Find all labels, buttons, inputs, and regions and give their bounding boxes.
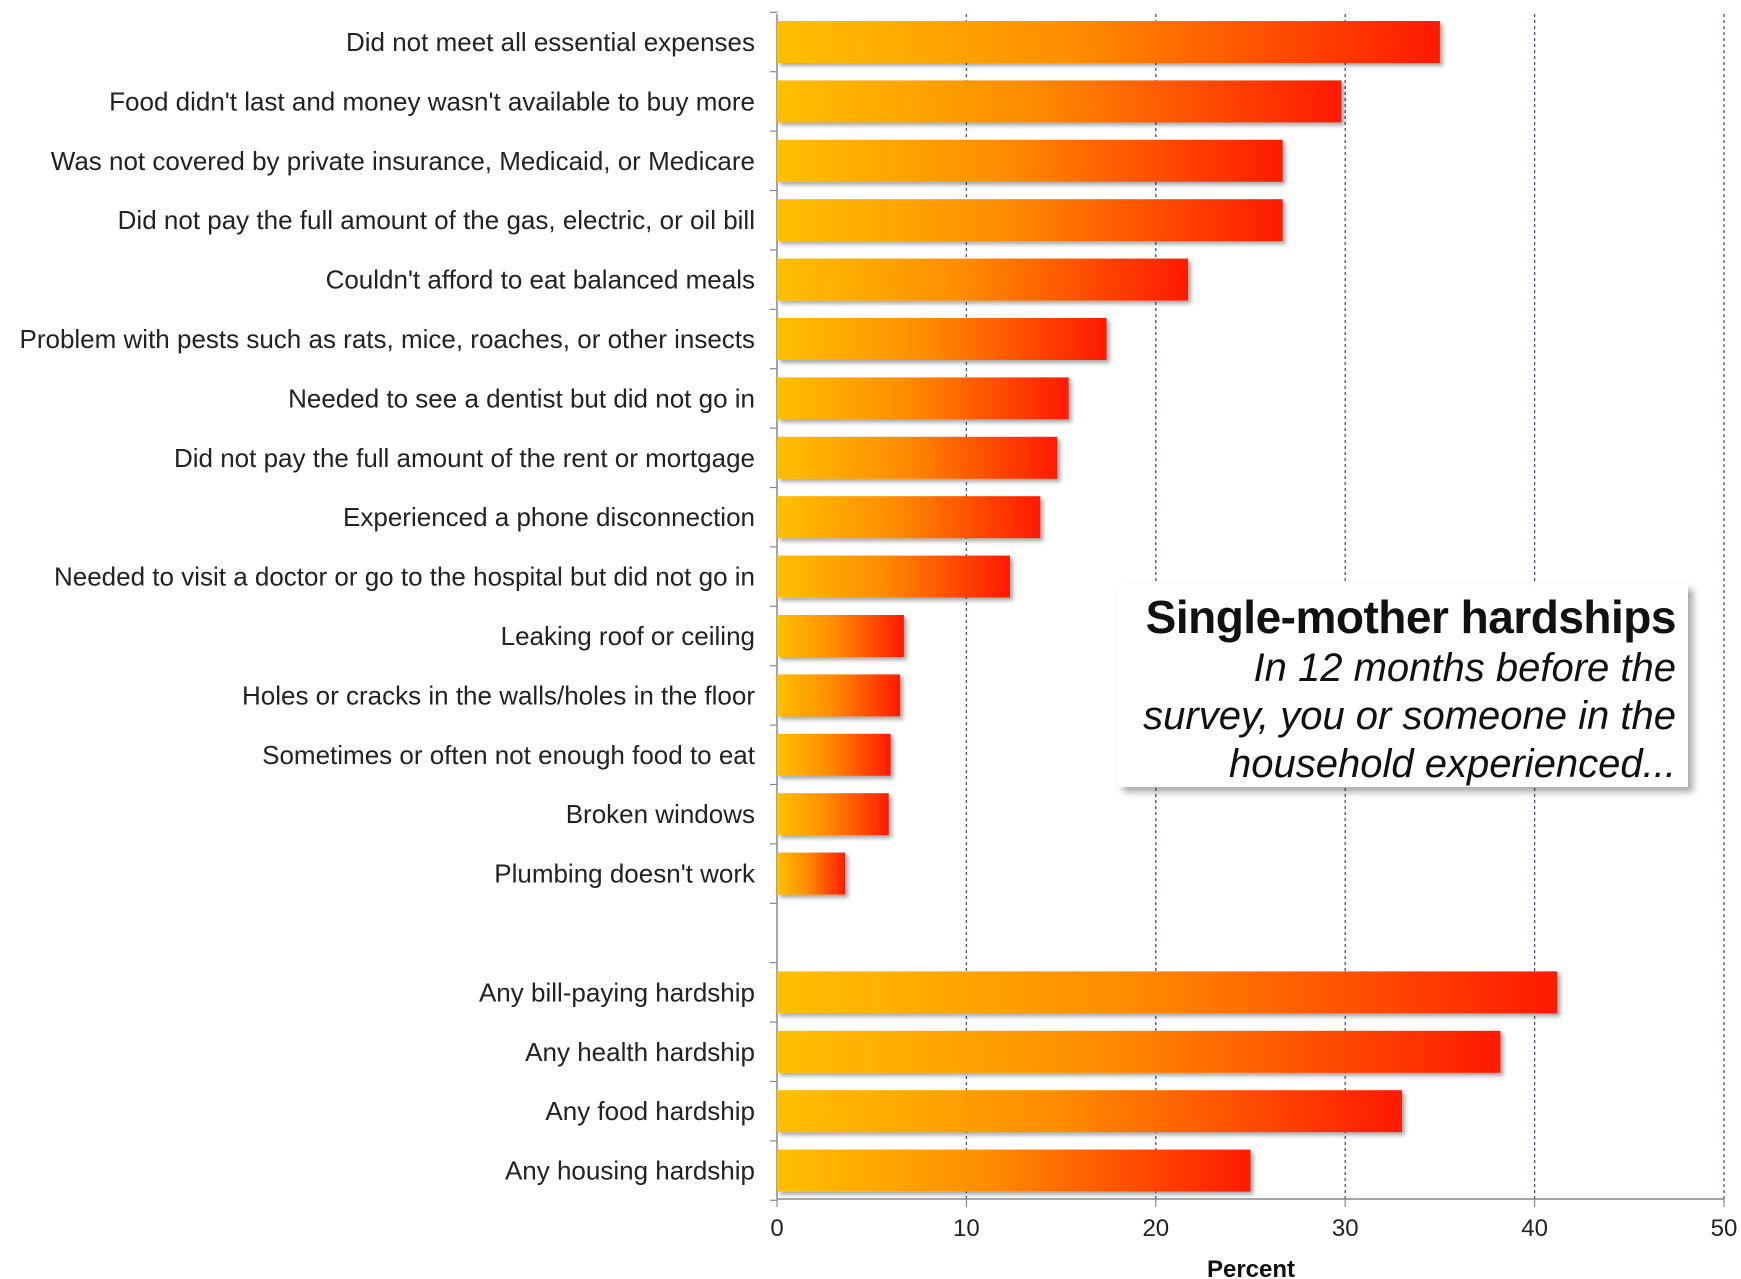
bar bbox=[777, 318, 1107, 360]
category-label: Was not covered by private insurance, Me… bbox=[51, 146, 755, 176]
x-tick-label-40: 40 bbox=[1521, 1215, 1548, 1242]
category-label: Did not meet all essential expenses bbox=[346, 27, 755, 57]
chart-title-callout: Single-mother hardships In 12 months bef… bbox=[1118, 584, 1688, 787]
category-label: Any food hardship bbox=[545, 1096, 755, 1126]
bar bbox=[777, 21, 1440, 63]
category-label: Broken windows bbox=[566, 799, 755, 829]
bar bbox=[777, 199, 1283, 242]
category-label: Any housing hardship bbox=[505, 1156, 755, 1186]
bar bbox=[777, 555, 1010, 598]
bar bbox=[777, 1149, 1251, 1192]
category-label: Sometimes or often not enough food to ea… bbox=[262, 740, 756, 770]
category-label: Couldn't afford to eat balanced meals bbox=[326, 265, 755, 295]
bar bbox=[777, 496, 1041, 539]
bar bbox=[777, 674, 901, 717]
category-label: Did not pay the full amount of the rent … bbox=[174, 443, 755, 473]
category-label: Food didn't last and money wasn't availa… bbox=[109, 86, 755, 116]
category-label: Problem with pests such as rats, mice, r… bbox=[19, 324, 755, 354]
bar bbox=[777, 733, 891, 776]
bar bbox=[777, 793, 889, 836]
bar bbox=[777, 436, 1058, 479]
bars bbox=[777, 21, 1558, 1192]
bar bbox=[777, 377, 1069, 420]
bar bbox=[777, 1090, 1403, 1133]
chart-title: Single-mother hardships bbox=[1145, 591, 1677, 643]
x-tick-label-0: 0 bbox=[770, 1215, 783, 1242]
bar bbox=[777, 615, 904, 657]
bar bbox=[777, 258, 1188, 301]
x-tick-labels: 0 10 20 30 40 50 bbox=[770, 1215, 1737, 1242]
x-tick-label-30: 30 bbox=[1332, 1215, 1359, 1242]
chart-subtitle: In 12 months before the survey, you or s… bbox=[1143, 646, 1676, 786]
category-label: Needed to visit a doctor or go to the ho… bbox=[54, 562, 755, 592]
category-label: Any health hardship bbox=[525, 1037, 755, 1067]
bar bbox=[777, 971, 1558, 1014]
bar bbox=[777, 852, 846, 895]
category-label: Needed to see a dentist but did not go i… bbox=[288, 383, 755, 413]
bar bbox=[777, 1030, 1501, 1073]
x-tick-label-50: 50 bbox=[1711, 1215, 1738, 1242]
bar bbox=[777, 139, 1283, 182]
x-tick-label-10: 10 bbox=[953, 1215, 980, 1242]
x-axis-title: Percent bbox=[1207, 1256, 1295, 1279]
category-label: Any bill-paying hardship bbox=[479, 977, 755, 1007]
category-labels: Did not meet all essential expenses Food … bbox=[19, 27, 756, 1186]
category-label: Plumbing doesn't work bbox=[494, 859, 756, 889]
category-label: Did not pay the full amount of the gas, … bbox=[118, 205, 755, 235]
category-label: Experienced a phone disconnection bbox=[343, 502, 755, 532]
x-tick-label-20: 20 bbox=[1142, 1215, 1169, 1242]
category-label: Leaking roof or ceiling bbox=[501, 621, 755, 651]
bar bbox=[777, 80, 1342, 123]
category-label: Holes or cracks in the walls/holes in th… bbox=[242, 680, 755, 710]
